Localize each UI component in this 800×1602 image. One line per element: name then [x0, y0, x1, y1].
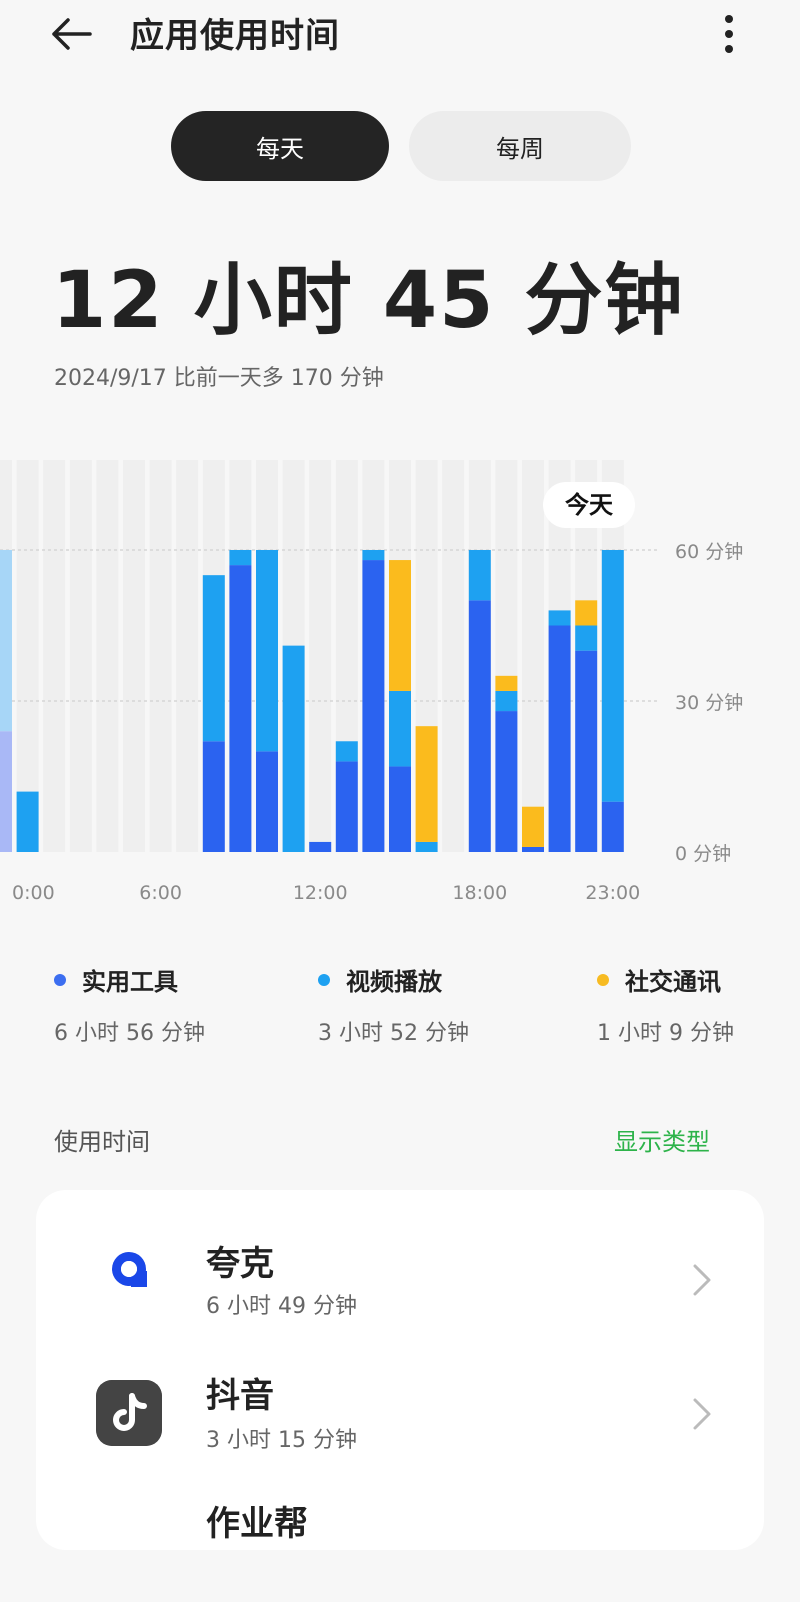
bar-segment: [601, 550, 624, 802]
bar-segment: [575, 625, 598, 651]
legend-dot: [54, 973, 66, 986]
bar-segment: [468, 550, 491, 601]
app-row-douyin[interactable]: 抖音 3 小时 15 分钟: [36, 1348, 764, 1468]
y-tick-label: 0 分钟: [675, 843, 731, 865]
douyin-app-icon: [96, 1380, 162, 1446]
legend-time: 1 小时 9 分钟: [597, 1021, 734, 1046]
hour-column-bg: [522, 460, 544, 852]
today-label: 今天: [565, 491, 613, 519]
legend-name: 实用工具: [82, 968, 178, 996]
hour-column-bg: [176, 460, 199, 852]
bar-segment: [362, 550, 385, 561]
app-row-quark[interactable]: 夸克 6 小时 49 分钟: [36, 1214, 764, 1334]
legend-item-tools: 实用工具 6 小时 56 分钟: [54, 962, 205, 1047]
bar-segment: [229, 565, 252, 852]
hour-column-bg: [123, 460, 145, 852]
bar-segment: [335, 741, 358, 762]
bar-segment: [575, 650, 598, 852]
total-usage-time: 12 小时 45 分钟: [52, 256, 685, 346]
bar-segment: [362, 560, 385, 852]
bar-segment: [335, 761, 358, 852]
bar-segment: [389, 560, 411, 691]
app-time: 6 小时 49 分钟: [206, 1294, 357, 1319]
bar-segment: [548, 610, 571, 626]
bar-segment: [415, 841, 438, 852]
hour-column-bg: [309, 460, 332, 852]
bar-segment: [575, 600, 598, 626]
page-title: 应用使用时间: [130, 16, 340, 56]
bar-segment: [389, 690, 411, 767]
bar-segment: [16, 791, 39, 852]
bar-segment: [282, 645, 305, 852]
legend-item-social: 社交通讯 1 小时 9 分钟: [597, 962, 734, 1047]
app-name: 夸克: [206, 1244, 274, 1284]
bar-segment: [229, 550, 252, 566]
back-arrow-icon[interactable]: [46, 12, 96, 56]
legend-dot: [597, 973, 609, 986]
app-row-zuoyebang[interactable]: 作业帮: [36, 1482, 764, 1602]
chevron-right-icon: [693, 1264, 711, 1296]
x-tick-label: 18:00: [452, 882, 507, 904]
bar-segment: [522, 806, 544, 847]
bar-segment: [601, 801, 624, 852]
tab-weekly[interactable]: 每周: [409, 111, 631, 181]
show-type-button[interactable]: 显示类型: [614, 1128, 710, 1156]
hour-column-bg: [16, 460, 39, 852]
y-tick-label: 60 分钟: [675, 541, 743, 563]
bar-segment: [495, 711, 518, 852]
bar-segment: [256, 550, 278, 752]
bar-segment: [256, 751, 278, 852]
quark-app-icon: [112, 1252, 147, 1287]
bar-segment: [495, 690, 518, 712]
bar-segment: [415, 726, 438, 842]
y-tick-label: 30 分钟: [675, 692, 743, 714]
app-name: 抖音: [206, 1376, 274, 1416]
hour-column-bg: [69, 460, 92, 852]
x-tick-label: 12:00: [293, 882, 348, 904]
today-bubble: [543, 482, 635, 528]
legend-time: 6 小时 56 分钟: [54, 1021, 205, 1046]
tab-daily[interactable]: 每天: [171, 111, 389, 181]
more-options-icon[interactable]: [716, 12, 742, 56]
x-tick-label: 6:00: [139, 882, 182, 904]
app-usage-card: 夸克 6 小时 49 分钟 抖音 3 小时 15 分钟 作业帮: [36, 1190, 764, 1550]
hour-column-bg: [442, 460, 465, 852]
bar-segment: [522, 846, 544, 852]
bar-segment: [202, 741, 225, 852]
legend-name: 社交通讯: [625, 968, 721, 996]
bar-segment: [202, 575, 225, 742]
chevron-right-icon: [693, 1398, 711, 1430]
legend-item-video: 视频播放 3 小时 52 分钟: [318, 962, 469, 1047]
x-tick-label: 23:00: [585, 882, 640, 904]
app-time: 3 小时 15 分钟: [206, 1428, 357, 1453]
legend-dot: [318, 973, 330, 986]
hour-column-bg: [149, 460, 172, 852]
bar-segment: [389, 766, 411, 852]
hour-column-bg: [96, 460, 119, 852]
legend-time: 3 小时 52 分钟: [318, 1021, 469, 1046]
bar-segment: [548, 625, 571, 852]
legend-name: 视频播放: [346, 968, 442, 996]
hourly-usage-chart: 60 分钟 30 分钟 0 分钟 0:00 6:00 12:00 18:00 23:00 今天: [0, 460, 743, 904]
bar-segment: [0, 731, 12, 852]
usage-section-label: 使用时间: [54, 1128, 150, 1156]
x-tick-label: 0:00: [12, 882, 55, 904]
hour-column-bg: [43, 460, 66, 852]
top-bar: 应用使用时间: [0, 0, 800, 70]
usage-comparison: 2024/9/17 比前一天多 170 分钟: [54, 366, 384, 391]
bar-segment: [495, 675, 518, 691]
bar-segment: [468, 600, 491, 852]
bar-segment: [0, 550, 12, 732]
bar-segment: [309, 841, 332, 852]
